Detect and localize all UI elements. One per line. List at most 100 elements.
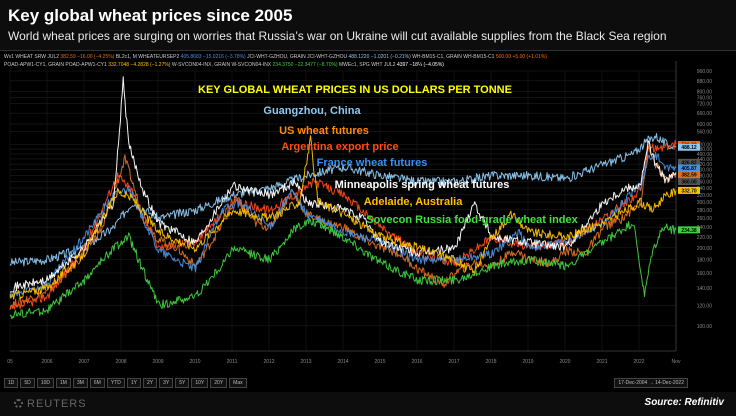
last-value-label-6: 332.70 <box>681 188 697 194</box>
y-tick-label-20: 500.00 <box>697 143 713 149</box>
price-chart: 100.00 120.00 140.00 160.00 180.00 200.00 220.… <box>7 61 713 365</box>
date-range[interactable]: 17-Dec-2004 → 14-Dec-2022 <box>614 378 688 388</box>
timeframe-button-1y[interactable]: 1Y <box>126 378 141 388</box>
timeframe-button-5y[interactable]: 5Y <box>175 378 190 388</box>
y-tick-label-2: 140.00 <box>697 286 713 292</box>
y-tick-label-4: 180.00 <box>697 258 713 264</box>
timeframe-button-ytd[interactable]: YTD <box>106 378 125 388</box>
y-tick-label-28: 960.00 <box>697 69 713 75</box>
legend1-label-2: JCI-WHT-GZHOU, GRAIN JCI-WHT-GZHOU <box>247 54 349 60</box>
legend1-value-0: 382.59 −16.00 (−4.25%) <box>60 54 116 60</box>
source-credit: Source: Refinitiv <box>644 397 724 408</box>
page-subtitle: World wheat prices are surging on worrie… <box>8 29 667 43</box>
y-tick-label-10: 300.00 <box>697 200 713 206</box>
x-tick-label-0: 05 <box>7 359 13 365</box>
legend2-label-2: MWEc1, SPG WHT JUL2 <box>338 62 397 68</box>
series-line-4 <box>9 76 677 293</box>
y-tick-label-23: 660.00 <box>697 111 713 117</box>
x-tick-label-11: 2016 <box>411 359 422 365</box>
x-tick-label-3: 2008 <box>115 359 126 365</box>
last-value-label-3: 405.87 <box>681 166 697 172</box>
last-value-label-1: 488.12 <box>681 145 697 151</box>
x-tick-label-16: 2021 <box>596 359 607 365</box>
annotation-6: Adelaide, Australia <box>364 196 464 208</box>
y-tick-label-21: 560.00 <box>697 130 713 136</box>
x-tick-label-14: 2019 <box>522 359 533 365</box>
legend1-label-3: WH-BM15-C1, GRAIN WH-BM15-C1 <box>412 54 496 60</box>
x-tick-label-15: 2020 <box>559 359 570 365</box>
y-tick-label-0: 100.00 <box>697 324 713 330</box>
y-tick-label-3: 160.00 <box>697 271 713 277</box>
x-tick-label-1: 2006 <box>41 359 52 365</box>
timeframe-button-6m[interactable]: 6M <box>89 378 105 388</box>
x-tick-label-9: 2014 <box>337 359 348 365</box>
x-tick-label-10: 2015 <box>374 359 385 365</box>
timeframe-button-20y[interactable]: 20Y <box>210 378 228 388</box>
y-tick-label-17: 440.00 <box>697 157 713 163</box>
last-value-label-4: 382.59 <box>681 173 697 179</box>
y-tick-label-15: 400.00 <box>697 168 713 174</box>
last-value-tag-4 <box>678 171 700 179</box>
y-tick-label-1: 120.00 <box>697 303 713 309</box>
timeframe-button-1d[interactable]: 1D <box>4 378 19 388</box>
series-line-6 <box>9 218 677 320</box>
legend1-value-3: 500.00 +5.00 (+1.01%) <box>495 54 547 60</box>
last-value-tag-5 <box>678 178 700 186</box>
timeframe-button-10y[interactable]: 10Y <box>191 378 209 388</box>
annotation-2: US wheat futures <box>279 125 369 137</box>
timeframe-button-max[interactable]: Max <box>229 378 247 388</box>
legend-row-1: Wv1 WHEAT SRW JUL2 382.59 −16.00 (−4.25%… <box>4 54 547 60</box>
annotation-4: France wheat futures <box>317 157 428 169</box>
x-tick-label-8: 2013 <box>300 359 311 365</box>
legend2-label-0: POAD-APW1-CY1, GRAIN POAD-APW1-CY1 <box>4 62 109 68</box>
legend1-label-0: Wv1 WHEAT SRW JUL2 <box>4 54 61 60</box>
legend2-label-1: W-SVCON04-INX, GRAIN W-SVCON04-INX <box>171 62 273 68</box>
series-line-0 <box>9 133 677 267</box>
timeframe-button-3m[interactable]: 3M <box>72 378 88 388</box>
y-tick-label-9: 280.00 <box>697 208 713 214</box>
y-tick-label-26: 800.00 <box>697 90 713 96</box>
annotation-5: Minneapolis spring wheat futures <box>335 179 510 191</box>
footer: REUTERS Source: Refinitiv <box>0 392 736 416</box>
reuters-brand: REUTERS <box>27 398 87 410</box>
x-tick-label-12: 2017 <box>448 359 459 365</box>
y-tick-label-12: 340.00 <box>697 186 713 192</box>
legend2-value-1: 234.3750 −22.3477 (−8.70%) <box>272 62 339 68</box>
y-tick-label-27: 880.00 <box>697 79 713 85</box>
last-value-tag-2 <box>678 158 700 166</box>
timeframe-button-3y[interactable]: 3Y <box>159 378 174 388</box>
last-value-tag-6 <box>678 186 700 194</box>
last-value-label-5: 360.00 <box>681 180 697 186</box>
legend-row-2: POAD-APW1-CY1, GRAIN POAD-APW1-CY1 332.7… <box>4 62 444 68</box>
y-tick-label-22: 600.00 <box>697 122 713 128</box>
y-tick-label-7: 240.00 <box>697 225 713 231</box>
timeframe-button-5d[interactable]: 5D <box>20 378 35 388</box>
y-tick-label-16: 420.00 <box>697 162 713 168</box>
last-value-label-2: 426.82 <box>681 160 697 166</box>
legend2-value-0: 332.7048 −4.2828 (−1.27%) <box>108 62 172 68</box>
y-tick-label-8: 260.00 <box>697 216 713 222</box>
timeframe-button-2y[interactable]: 2Y <box>142 378 158 388</box>
y-tick-label-6: 220.00 <box>697 235 713 241</box>
chart-terminal: Wv1 WHEAT SRW JUL2 382.59 −16.00 (−4.25%… <box>0 50 736 392</box>
series-line-5 <box>9 135 677 300</box>
annotation-0: KEY GLOBAL WHEAT PRICES IN US DOLLARS PE… <box>198 84 512 96</box>
x-tick-label-7: 2012 <box>263 359 274 365</box>
x-tick-label-17: 2022 <box>633 359 644 365</box>
x-tick-label-18: Nov <box>672 359 681 365</box>
timeframe-button-10d[interactable]: 10D <box>36 378 54 388</box>
legend2-value-2: 4397 −18¼ (−4.05%) <box>396 62 444 68</box>
last-value-tag-1 <box>678 143 700 151</box>
annotation-3: Argentina export price <box>281 141 398 153</box>
x-tick-label-6: 2011 <box>227 359 238 365</box>
last-value-tag-7 <box>678 226 700 234</box>
y-tick-label-14: 380.00 <box>697 173 713 179</box>
timeframe-button-1m[interactable]: 1M <box>56 378 71 388</box>
annotation-7: Sovecon Russia food-grade wheat index <box>366 214 578 226</box>
x-tick-label-5: 2010 <box>189 359 200 365</box>
y-tick-label-19: 480.00 <box>697 147 713 153</box>
y-tick-label-25: 760.00 <box>697 95 713 101</box>
page-title: Key global wheat prices since 2005 <box>8 6 293 25</box>
y-tick-label-18: 460.00 <box>697 152 713 158</box>
timeframe-bar: 1D 5D 10D 1M 3M 6M YTD 1Y 2Y 3Y 5Y 10Y 20Y Max <box>4 378 247 388</box>
